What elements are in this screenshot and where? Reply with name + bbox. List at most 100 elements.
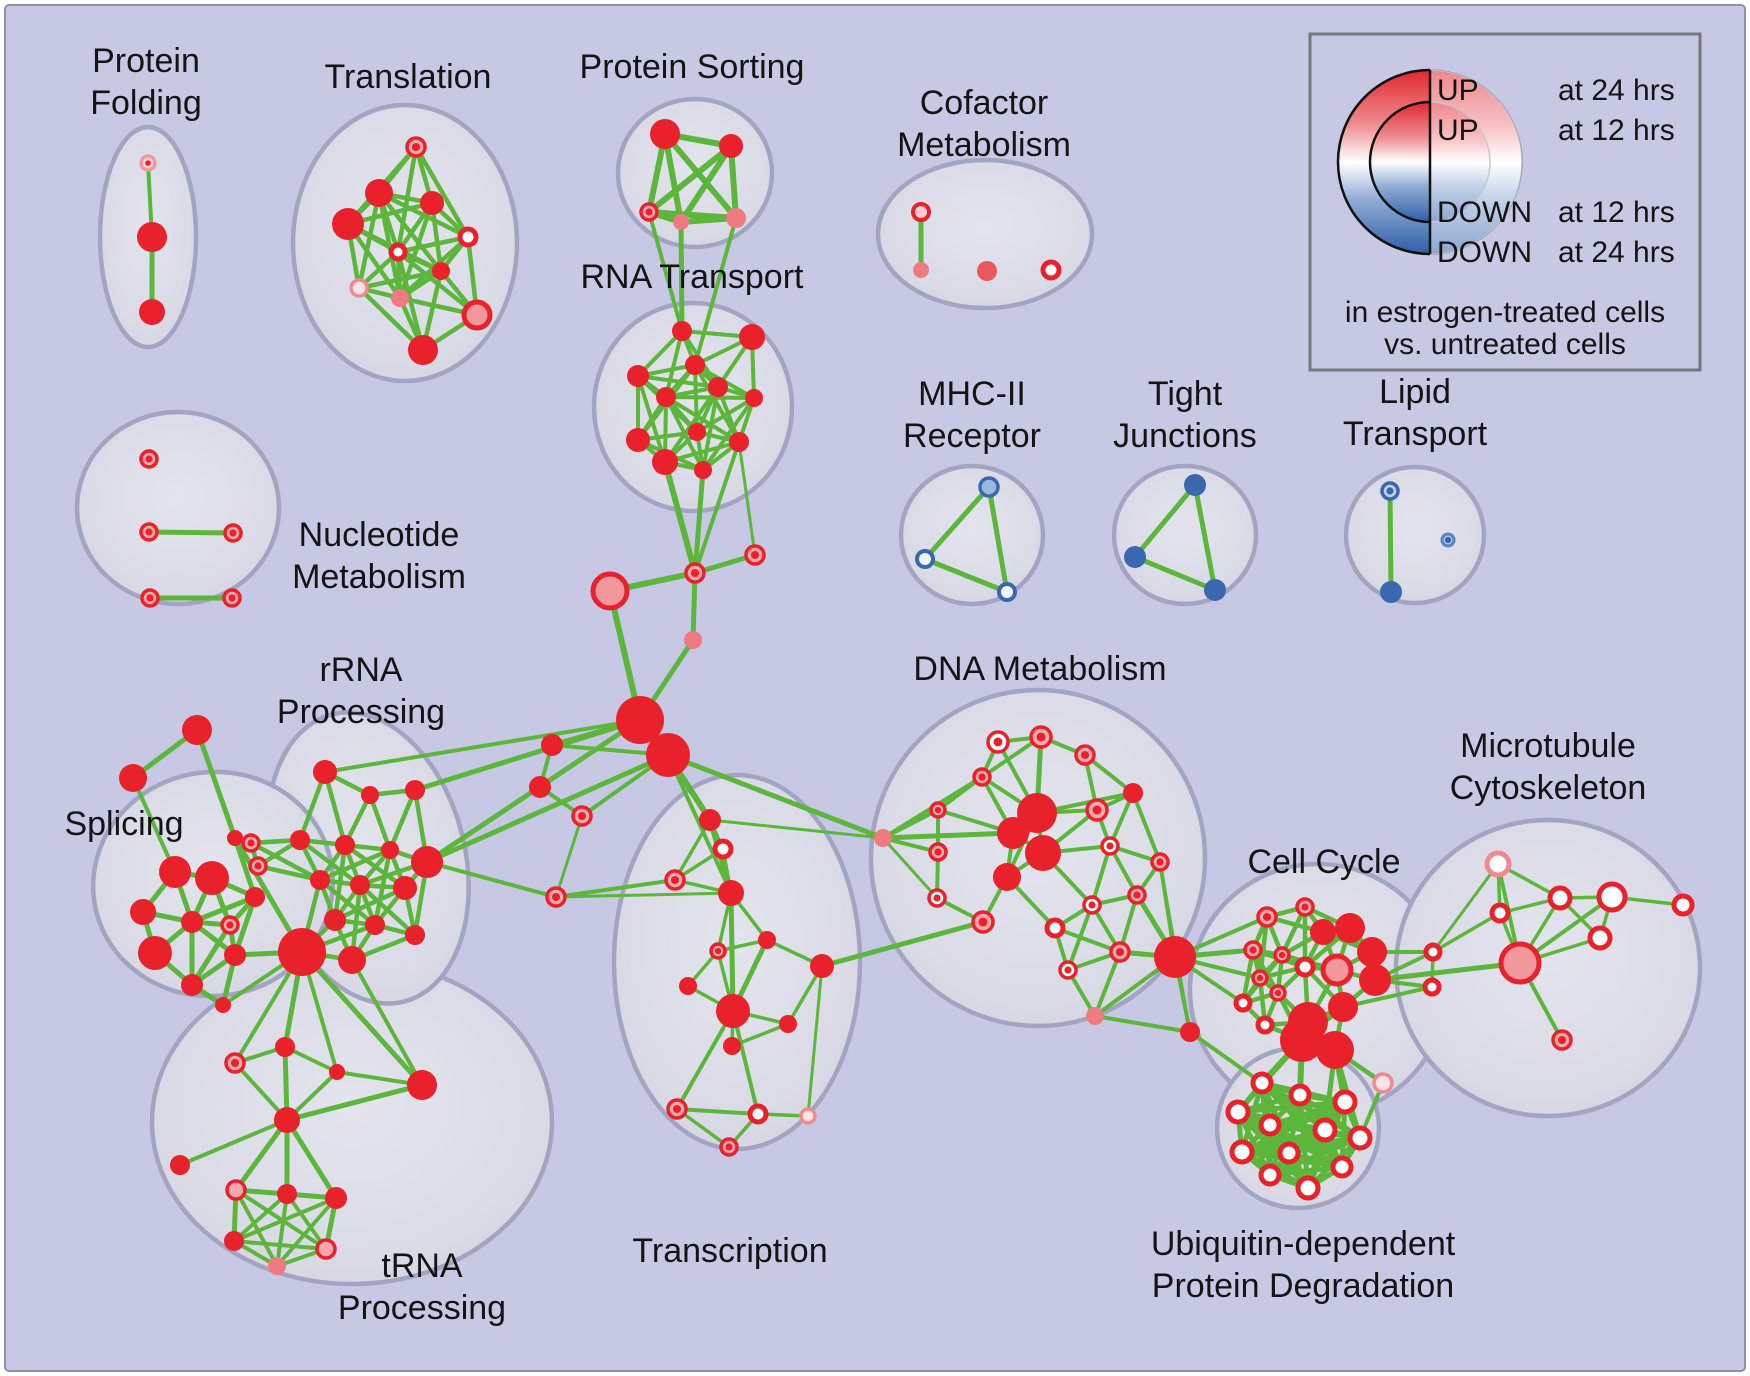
node-ubiquitin-degradation-0 [1250, 1071, 1274, 1095]
network-edge [233, 1117, 290, 1193]
node-ubiquitin-degradation-2 [1332, 1089, 1358, 1115]
network-edge [980, 735, 1043, 779]
network-edge [387, 787, 418, 853]
node-trna-processing-4 [274, 1107, 300, 1133]
cluster-label-14: tRNA Processing [338, 1247, 506, 1327]
node-dna-metabolism-4-core [934, 806, 942, 814]
node-dna-metabolism-17-core [1156, 858, 1164, 866]
legend-up-12-label: UP [1437, 114, 1479, 147]
node-rna-transport-0 [672, 321, 692, 341]
cluster-label-3: RNA Transport [581, 258, 805, 296]
node-rna-transport-5 [745, 389, 763, 407]
node-cell-cycle-3 [1335, 913, 1365, 943]
network-edge [1066, 903, 1094, 972]
network-edge [693, 440, 741, 575]
node-cell-cycle-16 [1280, 1018, 1324, 1062]
legend-caption-line2: vs. untreated cells [1384, 328, 1626, 361]
network-edge [1267, 1164, 1345, 1178]
node-dna-metabolism-15 [1044, 917, 1066, 939]
network-edge [690, 570, 698, 643]
cluster-label-10: Splicing [64, 805, 183, 843]
connector-node-14 [227, 830, 243, 846]
network-edge [636, 374, 720, 389]
node-mhc-ii-receptor-0 [978, 476, 1000, 498]
node-rrna-processing-16 [405, 925, 425, 945]
node-tight-junctions-0 [1184, 474, 1206, 496]
node-cell-cycle-13 [1328, 992, 1358, 1022]
network-edge [425, 860, 558, 899]
node-nucleotide-metabolism-3-core [146, 594, 154, 602]
network-edge [1090, 844, 1112, 907]
node-dna-metabolism-20 [1086, 1007, 1104, 1025]
legend: UP at 24 hrs UP at 12 hrs DOWN at 12 hrs… [1308, 32, 1702, 372]
network-edge [737, 440, 757, 557]
network-edge [678, 143, 734, 225]
node-rrna-processing-6 [381, 841, 399, 859]
network-edge [322, 769, 348, 848]
node-translation-9 [461, 299, 493, 331]
node-microtubule-cytoskeleton-7 [1587, 925, 1613, 951]
node-nucleotide-metabolism-2-core [229, 529, 237, 537]
network-edge [666, 753, 733, 895]
cluster-label-7: Lipid Transport [1343, 373, 1488, 453]
node-cell-cycle-5-core [1249, 946, 1257, 954]
network-edge [367, 792, 393, 853]
node-microtubule-cytoskeleton-2 [1489, 902, 1511, 924]
node-rna-transport-6 [656, 387, 676, 407]
network-edge [731, 1009, 760, 1116]
network-edge [1188, 1030, 1264, 1085]
node-ubiquitin-degradation-9 [1295, 1175, 1321, 1201]
network-edge [356, 190, 382, 291]
network-edge [395, 234, 471, 255]
cluster-label-8: Nucleotide Metabolism [292, 516, 466, 596]
network-edge [317, 847, 393, 883]
network-edge [275, 1196, 338, 1268]
network-nodes-layer [119, 119, 1695, 1275]
network-edge [880, 830, 1016, 841]
node-rrna-processing-2 [405, 780, 425, 800]
node-transcription-13 [799, 1107, 817, 1125]
node-rrna-processing-13 [365, 915, 385, 935]
node-rrna-processing-0 [313, 760, 337, 784]
legend-up-24-label: UP [1437, 74, 1479, 107]
node-cell-cycle-12 [1233, 993, 1253, 1013]
network-edge [1431, 862, 1500, 954]
network-edge [350, 958, 424, 1087]
node-translation-1 [365, 179, 393, 207]
node-ubiquitin-degradation-10 [1330, 1155, 1354, 1179]
network-edge [662, 131, 739, 221]
network-edge [284, 1117, 339, 1201]
node-protein-folding-1 [137, 222, 167, 252]
node-protein-sorting-4 [726, 208, 746, 228]
node-ubiquitin-degradation-6 [1347, 1125, 1373, 1151]
network-edge [1192, 482, 1218, 593]
node-microtubule-cytoskeleton-6 [1596, 881, 1628, 913]
node-ubiquitin-degradation-4 [1258, 1113, 1282, 1137]
network-edge [664, 395, 756, 400]
node-trna-processing-2 [329, 1064, 345, 1080]
node-splicing-1 [195, 861, 229, 895]
node-rrna-processing-3 [411, 846, 443, 878]
connector-node-10 [874, 829, 892, 847]
network-edge [297, 769, 328, 843]
legend-down-12-label: DOWN [1437, 196, 1532, 229]
node-trna-processing-8 [325, 1187, 347, 1209]
node-splicing-3 [130, 899, 156, 925]
node-transcription-12 [747, 1103, 769, 1125]
network-edge [248, 840, 323, 883]
cluster-label-16: Ubiquitin-dependent Protein Degradation [1151, 1225, 1456, 1305]
legend-up-24-time: at 24 hrs [1558, 74, 1675, 107]
node-protein-folding-0-core [145, 160, 151, 166]
node-splicing-4 [181, 911, 203, 933]
node-nucleotide-metabolism-0-core [145, 455, 153, 463]
network-edge [678, 219, 685, 334]
node-trna-processing-1 [275, 1037, 295, 1057]
node-splicing-7 [224, 944, 246, 966]
network-edge [1267, 1135, 1363, 1178]
network-edge [232, 1192, 289, 1243]
network-edge [234, 1188, 328, 1251]
network-edge [299, 949, 425, 1088]
node-tight-junctions-2 [1204, 579, 1226, 601]
node-cell-cycle-2 [1310, 919, 1336, 945]
node-microtubule-cytoskeleton-4 [1498, 941, 1542, 985]
